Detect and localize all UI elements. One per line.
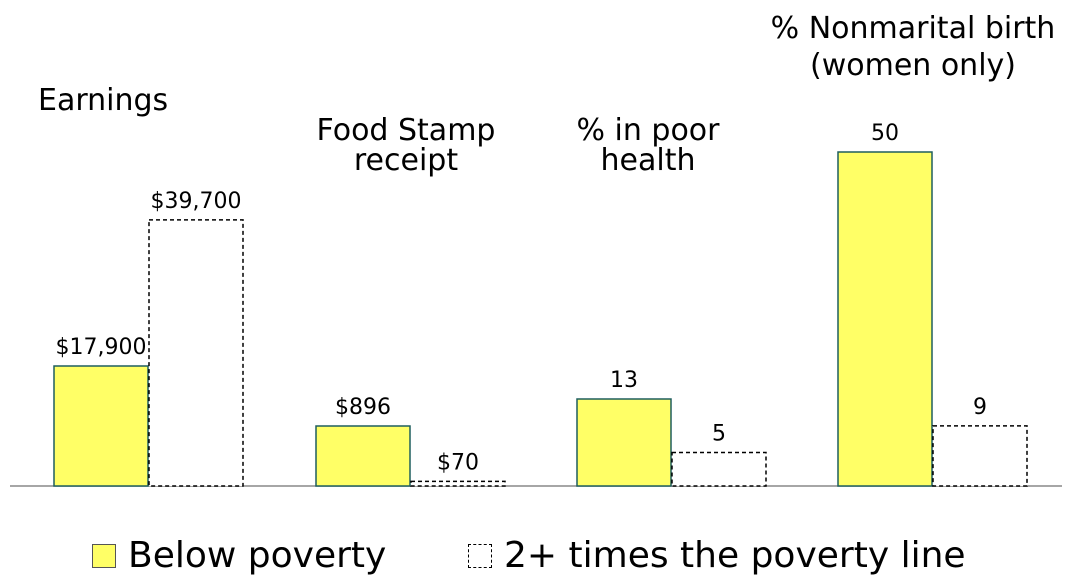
- data-label-0-series-0: $17,900: [56, 335, 147, 360]
- legend-label-2x-poverty: 2+ times the poverty line: [504, 535, 966, 576]
- panel-title-3-line-0: % Nonmarital birth: [771, 11, 1056, 46]
- data-label-3-series-0: 50: [871, 121, 899, 146]
- legend-item-2x-poverty: 2+ times the poverty line: [468, 534, 966, 578]
- bar-3-series-1: [932, 425, 1028, 487]
- data-label-2-series-0: 13: [610, 368, 638, 393]
- legend-item-below-poverty: Below poverty: [92, 534, 386, 578]
- panel-title-1-line-1: receipt: [354, 143, 458, 178]
- panel-title-2-line-1: health: [601, 143, 696, 178]
- panel-title-2-line-0: % in poor: [576, 113, 720, 148]
- legend-label-below-poverty: Below poverty: [128, 535, 387, 576]
- data-label-1-series-0: $896: [335, 395, 391, 420]
- data-label-3-series-1: 9: [973, 395, 987, 420]
- bar-3-series-0: [837, 151, 933, 487]
- legend-swatch-below-poverty: [92, 544, 116, 568]
- legend: Below poverty 2+ times the poverty line: [0, 532, 1072, 584]
- panel-title-0-line-0: Earnings: [38, 83, 168, 118]
- data-label-0-series-1: $39,700: [151, 189, 242, 214]
- data-label-1-series-1: $70: [437, 450, 479, 475]
- data-label-2-series-1: 5: [712, 422, 726, 447]
- panel-title-3-line-1: (women only): [810, 48, 1016, 83]
- bar-2-series-1: [671, 451, 767, 487]
- panel-title-1-line-0: Food Stamp: [317, 113, 496, 148]
- bar-0-series-0: [53, 365, 149, 487]
- bar-0-series-1: [148, 219, 244, 487]
- bar-1-series-0: [315, 425, 411, 487]
- bar-2-series-0: [576, 398, 672, 487]
- bar-1-series-1: [410, 480, 506, 487]
- legend-swatch-2x-poverty: [468, 544, 492, 568]
